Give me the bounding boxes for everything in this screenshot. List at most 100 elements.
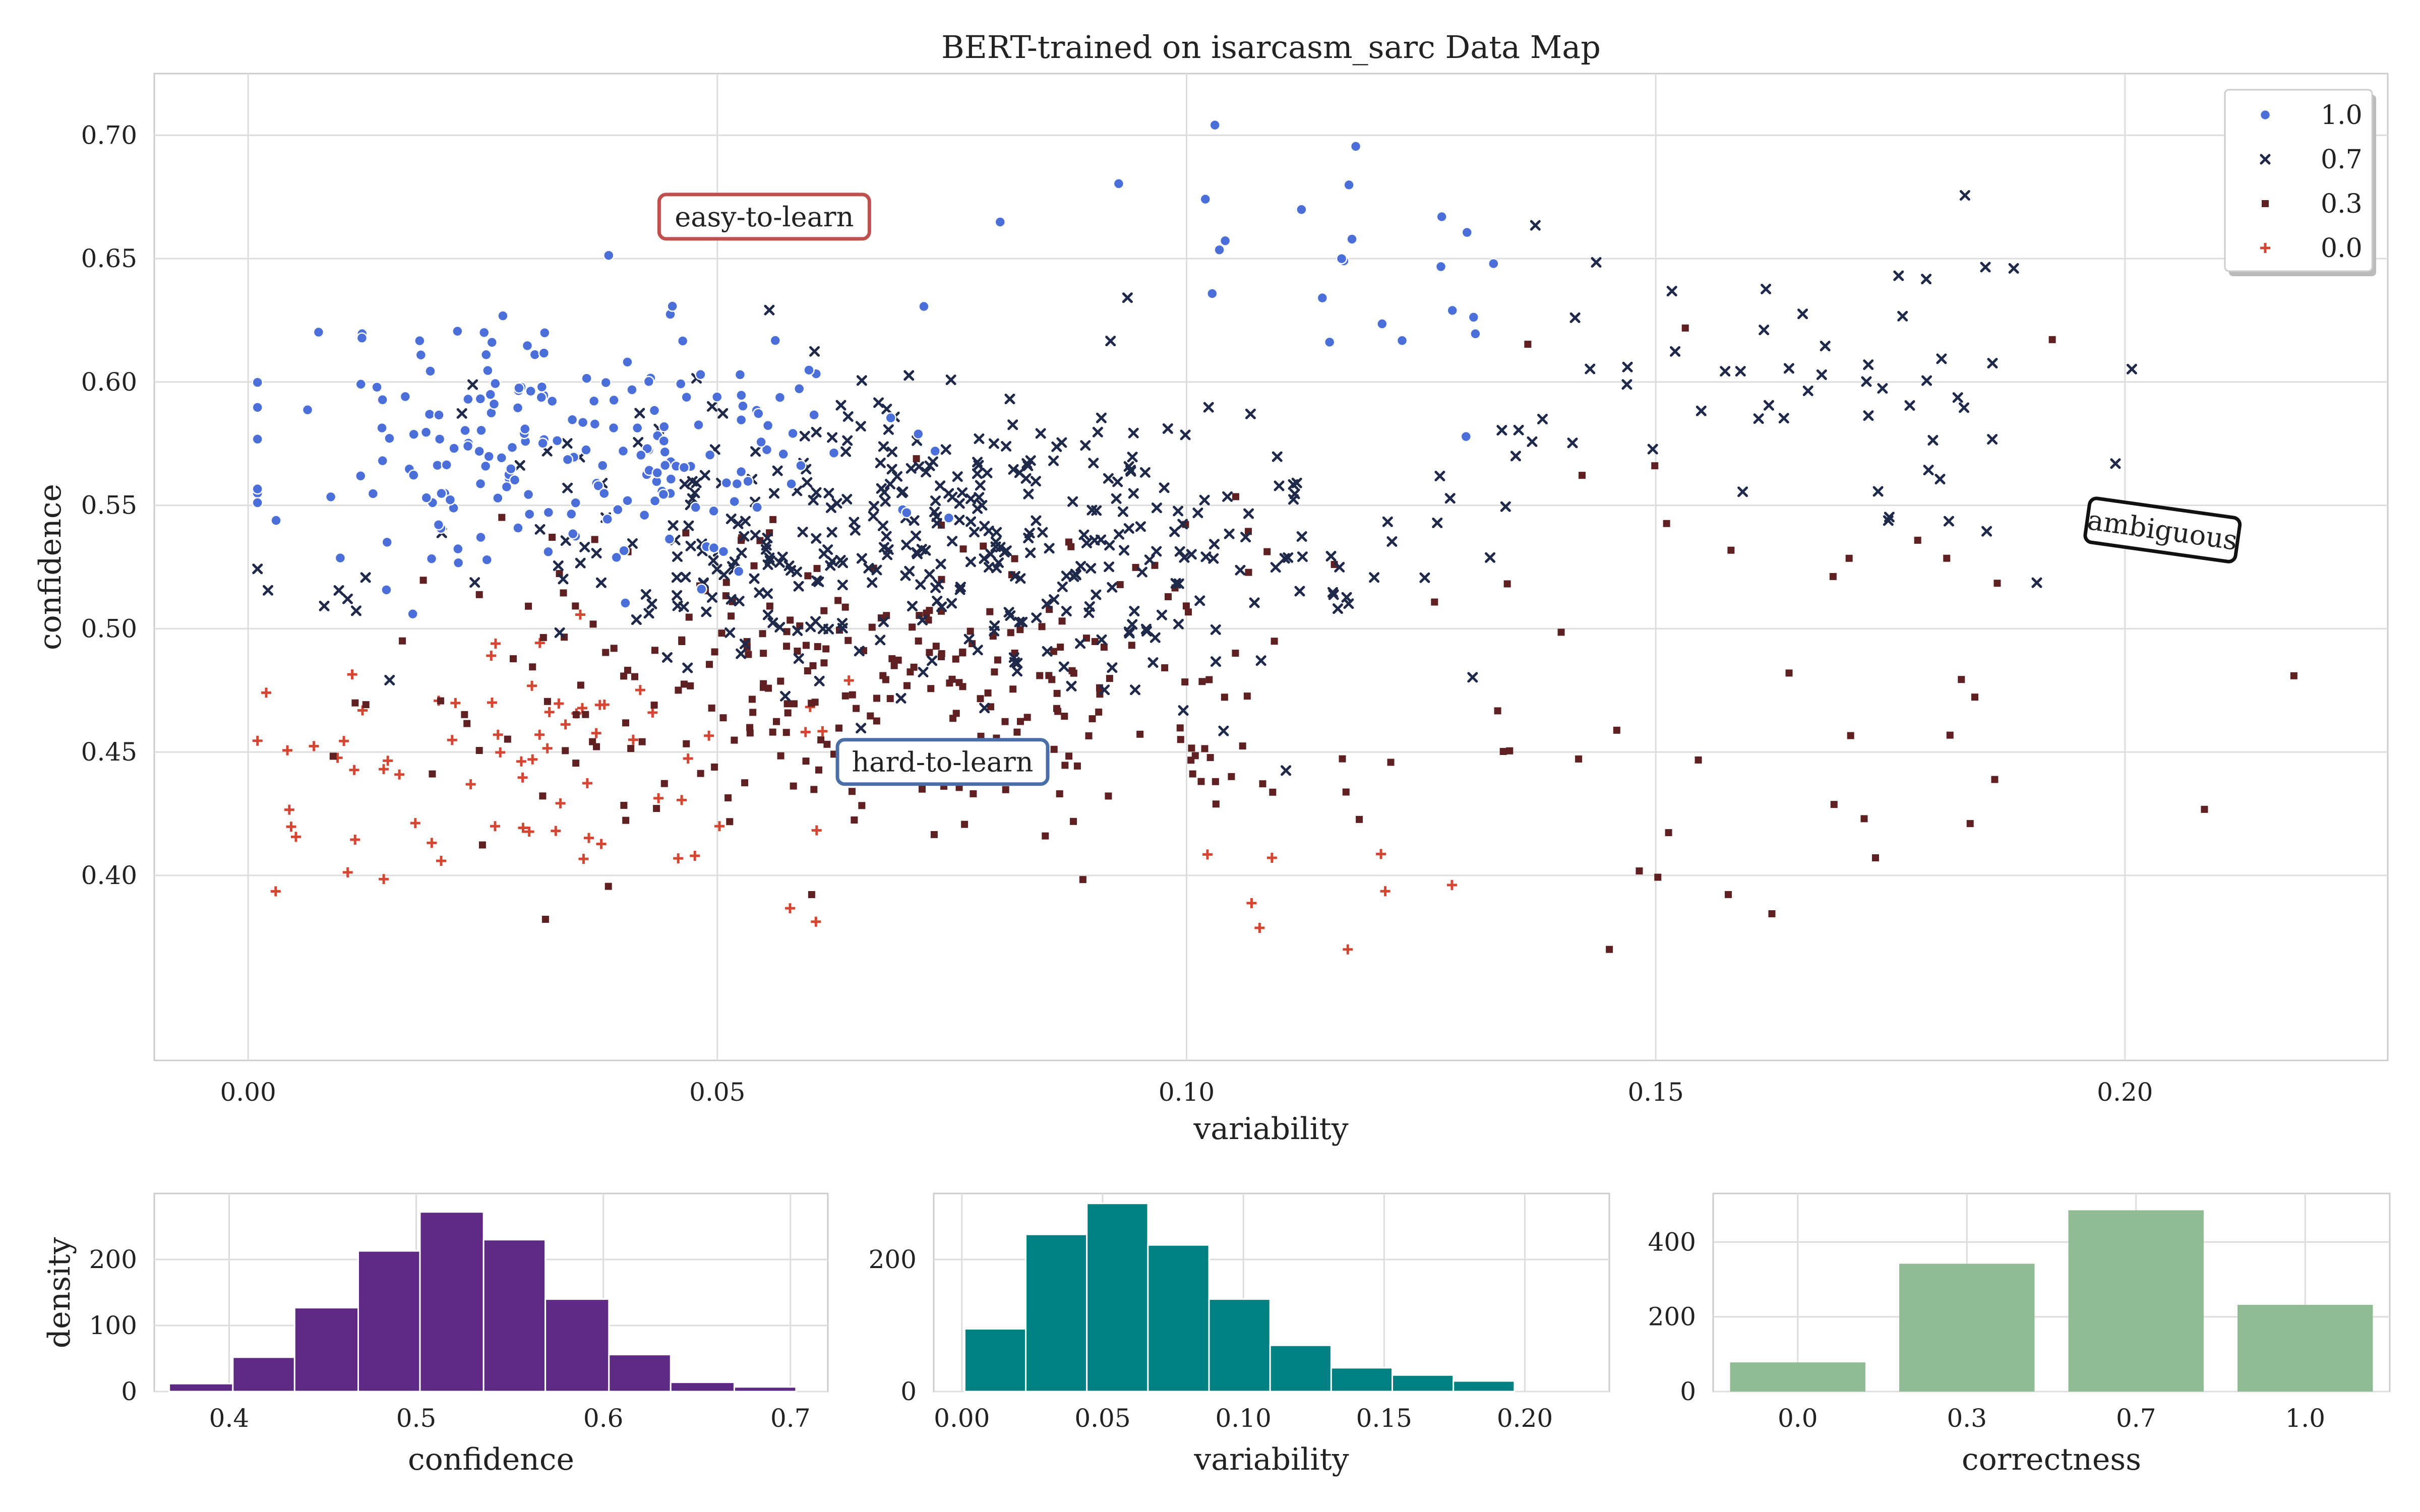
data-point [1201, 745, 1208, 752]
data-point [943, 512, 955, 524]
data-point [725, 513, 737, 524]
data-point [542, 743, 553, 753]
data-point [974, 492, 985, 503]
scatter-y-tick-label: 0.55 [81, 491, 137, 520]
data-point [610, 645, 618, 652]
data-point [1096, 412, 1107, 423]
data-point [1075, 560, 1086, 572]
data-point [434, 433, 446, 445]
data-point [947, 536, 958, 547]
histogram-bar [419, 1211, 485, 1393]
data-point [991, 562, 1002, 574]
data-point [473, 446, 485, 457]
data-point [1113, 178, 1125, 190]
data-point [1009, 685, 1017, 693]
data-point [284, 804, 294, 815]
data-point [1830, 801, 1838, 808]
data-point [1123, 523, 1134, 534]
data-point [505, 463, 517, 475]
data-point [581, 372, 592, 384]
data-point [582, 711, 589, 718]
data-point [1461, 226, 1473, 238]
data-point [900, 570, 911, 581]
data-point [408, 428, 419, 440]
data-point [1980, 262, 1991, 273]
data-point [1119, 545, 1130, 556]
data-point [683, 740, 690, 747]
x-tick-label: 1.0 [2285, 1404, 2325, 1433]
data-point [728, 612, 735, 620]
data-point [690, 501, 702, 513]
data-point [842, 435, 853, 446]
data-point [742, 475, 754, 487]
data-point [542, 507, 555, 518]
data-point [1079, 876, 1086, 884]
data-point [659, 460, 671, 471]
data-point [627, 745, 635, 752]
data-point [461, 711, 468, 718]
data-point [1636, 867, 1643, 875]
histogram-bar [1147, 1244, 1210, 1393]
data-point [301, 404, 314, 416]
data-point [678, 601, 689, 612]
data-point [678, 636, 686, 644]
data-point [1161, 664, 1169, 672]
data-point [286, 822, 296, 832]
data-point [837, 622, 848, 634]
data-point [383, 755, 393, 766]
data-point [456, 408, 467, 419]
data-point [1797, 308, 1808, 320]
data-point [1376, 318, 1388, 330]
data-point [994, 216, 1006, 228]
data-point [1159, 482, 1170, 493]
data-point [529, 663, 536, 671]
data-point [577, 681, 584, 689]
data-point [959, 683, 966, 690]
data-point [972, 503, 983, 514]
data-point [675, 686, 682, 694]
data-point [1177, 736, 1184, 743]
data-point [578, 854, 589, 864]
data-point [355, 470, 367, 482]
data-point [1127, 619, 1138, 630]
data-point [774, 557, 785, 568]
data-point [536, 381, 548, 393]
data-point [1106, 675, 1113, 682]
data-point [1785, 669, 1793, 677]
data-point [800, 727, 811, 737]
data-point [1336, 253, 1348, 265]
data-point [1343, 598, 1354, 609]
data-point [690, 850, 700, 861]
data-point [739, 531, 750, 542]
data-point [1328, 589, 1339, 600]
data-point [1959, 402, 1970, 413]
data-point [835, 724, 843, 732]
data-point [1971, 694, 1978, 701]
data-point [1681, 324, 1689, 332]
data-point [786, 616, 794, 624]
data-point [252, 402, 263, 413]
data-point [825, 560, 836, 571]
data-point [875, 458, 886, 469]
data-point [803, 364, 815, 376]
legend-item-1.0: 1.0 [2259, 100, 2363, 131]
data-point [1147, 657, 1159, 668]
data-point [1013, 728, 1021, 736]
chart-title: BERT-trained on isarcasm_sarc Data Map [941, 29, 1601, 66]
data-point [577, 416, 589, 428]
data-point [1670, 346, 1681, 357]
data-point [539, 792, 547, 800]
data-point [814, 675, 825, 686]
data-point [671, 572, 682, 583]
data-point [539, 634, 547, 641]
data-point [1240, 532, 1251, 543]
data-point [582, 778, 592, 789]
data-point [437, 697, 444, 705]
data-point [474, 393, 487, 405]
data-point [823, 740, 831, 748]
data-point [726, 818, 734, 826]
data-point [514, 460, 525, 471]
legend-label: 0.3 [2321, 189, 2363, 219]
data-point [945, 374, 956, 386]
